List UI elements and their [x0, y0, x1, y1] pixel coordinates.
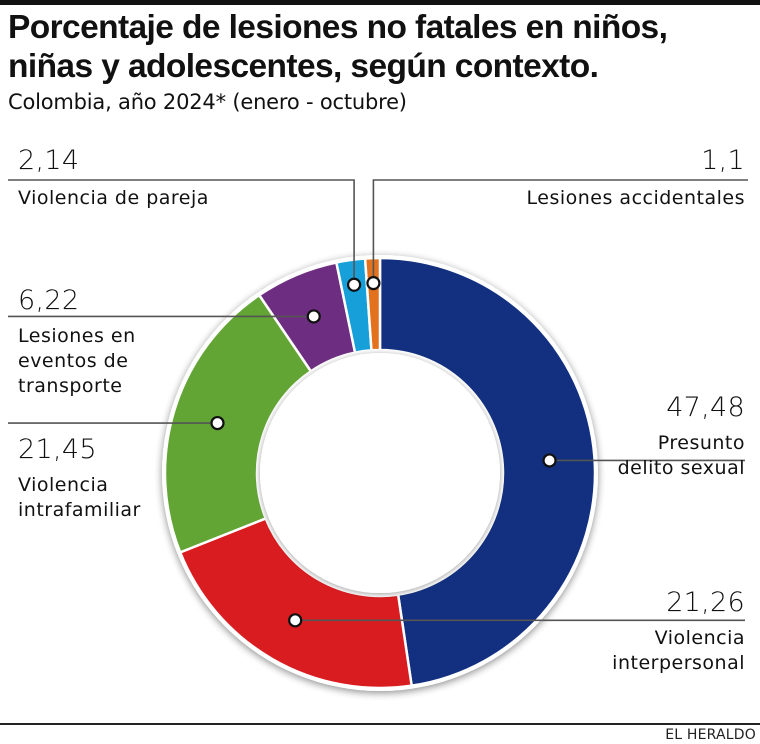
label-violencia-intrafamiliar: 21,45 Violencia intrafamiliar	[18, 435, 141, 523]
donut-slices	[163, 256, 597, 690]
name-eventos-transporte-line-1: Lesiones en	[18, 325, 136, 347]
chart-subtitle: Colombia, año 2024* (enero - octubre)	[8, 90, 407, 114]
marker-dot-1	[288, 613, 303, 628]
name-violencia-interpersonal-line-1: Violencia	[654, 627, 745, 649]
marker-dot-0	[542, 453, 557, 468]
name-presunto-delito-sexual-line-1: Presunto	[657, 432, 745, 454]
value-violencia-intrafamiliar: 21,45	[18, 434, 97, 465]
name-violencia-interpersonal-line-2: interpersonal	[612, 652, 745, 674]
slice-violencia-intrafamiliar	[163, 293, 313, 555]
label-violencia-de-pareja: 2,14 Violencia de pareja	[18, 146, 209, 211]
value-violencia-interpersonal: 21,26	[666, 587, 745, 618]
leader-line-4	[8, 179, 355, 285]
title-line-1: Porcentaje de lesiones no fatales en niñ…	[8, 9, 668, 46]
value-violencia-de-pareja: 2,14	[18, 145, 80, 176]
name-violencia-de-pareja: Violencia de pareja	[18, 187, 209, 209]
name-violencia-intrafamiliar-line-1: Violencia	[18, 474, 109, 496]
name-eventos-transporte-line-3: transporte	[18, 375, 123, 397]
marker-dot-5	[366, 276, 381, 291]
name-violencia-intrafamiliar-line-2: intrafamiliar	[18, 499, 141, 521]
brand-credit: EL HERALDO	[665, 727, 756, 743]
value-presunto-delito-sexual: 47,48	[666, 392, 745, 423]
chart-title: Porcentaje de lesiones no fatales en niñ…	[8, 8, 760, 86]
marker-dot-2	[210, 415, 225, 431]
name-presunto-delito-sexual-line-2: delito sexual	[617, 457, 745, 479]
marker-dot-3	[306, 309, 321, 324]
label-lesiones-accidentales: 1,1 Lesiones accidentales	[425, 146, 745, 211]
value-lesiones-accidentales: 1,1	[701, 145, 745, 176]
label-presunto-delito-sexual: 47,48 Presunto delito sexual	[545, 393, 745, 481]
name-lesiones-accidentales: Lesiones accidentales	[526, 187, 745, 209]
donut-hole	[260, 353, 500, 593]
top-rule	[0, 0, 760, 5]
value-eventos-transporte: 6,22	[18, 285, 80, 316]
leader-line-5	[372, 179, 748, 284]
name-eventos-transporte-line-2: eventos de	[18, 350, 129, 372]
slice-violencia-interpersonal	[178, 516, 414, 690]
marker-dot-4	[346, 277, 362, 292]
slice-presunto-delito-sexual	[378, 256, 597, 688]
label-eventos-transporte: 6,22 Lesiones en eventos de transporte	[18, 286, 136, 399]
footer-rule	[0, 723, 760, 725]
leader-lines	[8, 179, 748, 628]
label-violencia-interpersonal: 21,26 Violencia interpersonal	[545, 588, 745, 676]
title-line-2: niñas y adolescentes, según contexto.	[8, 48, 599, 85]
